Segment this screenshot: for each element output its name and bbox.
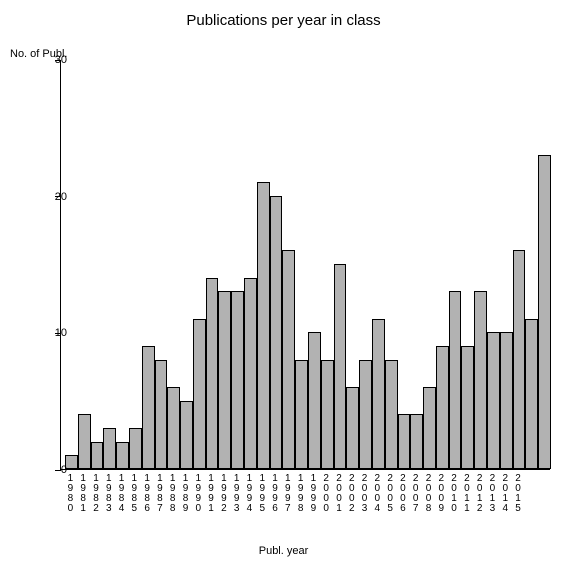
- x-tick-label: 1994: [243, 474, 256, 514]
- bar: [308, 332, 321, 469]
- x-tick-label: 2000: [320, 474, 333, 514]
- bar: [193, 319, 206, 469]
- x-tick-label: 2004: [371, 474, 384, 514]
- bar: [436, 346, 449, 469]
- x-tick-label: 1985: [128, 474, 141, 514]
- bar: [487, 332, 500, 469]
- bar: [180, 401, 193, 469]
- x-tick-label: 1983: [102, 474, 115, 514]
- x-tick-label: 2013: [486, 474, 499, 514]
- bar: [244, 278, 257, 469]
- x-tick-label: 2001: [333, 474, 346, 514]
- x-tick-label: 2003: [358, 474, 371, 514]
- y-tick-label: 20: [37, 191, 67, 203]
- x-tick-label: 1987: [154, 474, 167, 514]
- bar: [372, 319, 385, 469]
- x-axis-label: Publ. year: [0, 545, 567, 557]
- y-tick-label: 30: [37, 54, 67, 66]
- x-tick-label: 1999: [307, 474, 320, 514]
- x-tick-label: 2008: [422, 474, 435, 514]
- bar: [78, 414, 91, 469]
- bar: [91, 442, 104, 469]
- bar: [295, 360, 308, 469]
- x-tick-label: 2015: [512, 474, 525, 514]
- bar: [423, 387, 436, 469]
- x-tick-label: 1998: [294, 474, 307, 514]
- x-tick-label: 1993: [230, 474, 243, 514]
- y-tick-label: 0: [37, 464, 67, 476]
- bar: [359, 360, 372, 469]
- x-tick-label: 1986: [141, 474, 154, 514]
- bar: [155, 360, 168, 469]
- bar: [525, 319, 538, 469]
- x-tick-label: 2006: [397, 474, 410, 514]
- chart-title: Publications per year in class: [0, 12, 567, 29]
- bar: [142, 346, 155, 469]
- x-tick-label: 1984: [115, 474, 128, 514]
- x-tick-label: 2007: [409, 474, 422, 514]
- x-tick-label: 1991: [205, 474, 218, 514]
- bar: [334, 264, 347, 469]
- x-tick-label: 1990: [192, 474, 205, 514]
- bar: [167, 387, 180, 469]
- bar: [218, 291, 231, 469]
- x-tick-label: 2009: [435, 474, 448, 514]
- bar: [398, 414, 411, 469]
- bar: [449, 291, 462, 469]
- bar: [410, 414, 423, 469]
- x-tick-label: 2005: [384, 474, 397, 514]
- bar: [346, 387, 359, 469]
- chart-container: Publications per year in class No. of Pu…: [0, 0, 567, 567]
- x-tick-label: 1980: [64, 474, 77, 514]
- x-tick-label: 1989: [179, 474, 192, 514]
- x-tick-label: 2011: [460, 474, 473, 514]
- x-tick-label: 2002: [345, 474, 358, 514]
- bars-group: [61, 60, 550, 469]
- x-tick-label: 1981: [77, 474, 90, 514]
- bar: [257, 182, 270, 469]
- bar: [500, 332, 513, 469]
- bar: [385, 360, 398, 469]
- y-tick-label: 10: [37, 327, 67, 339]
- plot-area: [60, 60, 550, 470]
- bar: [461, 346, 474, 469]
- bar: [282, 250, 295, 469]
- x-tick-label: 2014: [499, 474, 512, 514]
- x-tick-label: 1996: [269, 474, 282, 514]
- x-tick-label: 2012: [473, 474, 486, 514]
- x-tick-label: 1997: [281, 474, 294, 514]
- x-tick-label: 1992: [217, 474, 230, 514]
- x-tick-label: 1988: [166, 474, 179, 514]
- x-tick-label: 1982: [90, 474, 103, 514]
- bar: [513, 250, 526, 469]
- bar: [129, 428, 142, 469]
- bar: [103, 428, 116, 469]
- x-tick-label: 1995: [256, 474, 269, 514]
- x-tick-label: 2010: [448, 474, 461, 514]
- bar: [116, 442, 129, 469]
- bar: [321, 360, 334, 469]
- bar: [231, 291, 244, 469]
- bar: [270, 196, 283, 469]
- bar: [538, 155, 551, 469]
- bar: [474, 291, 487, 469]
- bar: [206, 278, 219, 469]
